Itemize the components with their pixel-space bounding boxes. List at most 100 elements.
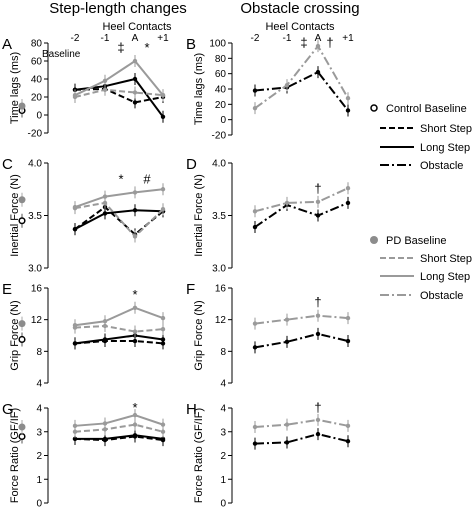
data-point (132, 90, 138, 95)
y-tick-label: 4 (36, 404, 42, 415)
y-tick-label: 80 (31, 39, 43, 50)
significance-marker: # (143, 171, 151, 186)
data-point (345, 423, 351, 429)
y-axis-label: Time lags (ms) (9, 52, 21, 124)
data-point (72, 436, 78, 442)
data-point (315, 313, 321, 318)
panel-letter: E (2, 281, 12, 298)
y-tick-label: 8 (36, 347, 42, 358)
y-tick-label: 3 (36, 427, 42, 438)
y-tick-label: 3 (220, 427, 226, 438)
data-point (345, 96, 351, 101)
y-tick-label: 40 (31, 75, 43, 86)
data-point (284, 82, 290, 88)
significance-marker: † (314, 181, 321, 196)
data-point (345, 338, 351, 344)
data-point (284, 422, 290, 427)
data-point (252, 105, 258, 111)
legend-label: Short Step (420, 123, 472, 135)
y-tick-label: 0 (36, 499, 42, 510)
data-point (102, 337, 108, 342)
data-point (345, 439, 351, 444)
data-point (160, 93, 166, 98)
y-tick-label: 4.0 (212, 159, 226, 170)
y-tick-label: 4.0 (28, 159, 42, 170)
data-point (160, 315, 166, 321)
data-point (345, 186, 351, 191)
data-point (315, 213, 321, 218)
series-line (254, 70, 349, 112)
y-tick-label: 20 (31, 93, 43, 104)
y-axis-label: Force Ratio (GF/IF) (9, 408, 21, 503)
panel-a: A -20 0 20 40 60 80 Time lags (ms) -2 -1 A +1 Baseli… (2, 33, 169, 140)
data-point (132, 433, 138, 438)
data-point (132, 412, 138, 418)
y-axis-label: Grip Force (N) (193, 300, 205, 370)
data-point (132, 190, 138, 195)
significance-marker: ‡ (117, 40, 124, 55)
data-point (72, 323, 78, 328)
data-point (315, 431, 321, 437)
panel-letter: G (2, 401, 14, 418)
panel-letter: H (186, 401, 197, 418)
y-tick-label: 100 (209, 39, 226, 50)
x-tick-label: A (315, 33, 322, 44)
baseline-point (18, 320, 26, 328)
data-point (102, 87, 108, 93)
y-tick-label: 20 (215, 100, 227, 111)
series-line (254, 44, 349, 109)
significance-marker: * (132, 287, 137, 302)
series-line (74, 340, 164, 345)
data-point (345, 315, 351, 321)
data-point (132, 76, 138, 82)
data-point (284, 339, 290, 345)
y-tick-label: 60 (215, 69, 227, 80)
significance-marker: * (132, 400, 137, 415)
legend-marker (370, 236, 378, 244)
y-tick-label: 60 (31, 57, 43, 68)
data-point (132, 58, 138, 64)
y-axis-label: Inertial Force (N) (9, 174, 21, 257)
data-point (252, 441, 258, 446)
y-tick-label: 4 (36, 379, 42, 390)
series-line (254, 418, 349, 428)
series-line (74, 423, 164, 433)
data-point (252, 321, 258, 326)
y-tick-label: 16 (31, 284, 43, 295)
data-point (315, 43, 321, 49)
series-line (74, 188, 164, 209)
y-tick-label: 1 (36, 475, 42, 486)
data-point (132, 100, 138, 105)
y-tick-label: 12 (215, 315, 227, 326)
baseline-point (18, 196, 26, 204)
data-point (315, 199, 321, 205)
series-line (74, 59, 164, 97)
x-tick-label: +1 (342, 33, 354, 44)
y-tick-label: 12 (31, 315, 43, 326)
significance-marker: † (326, 35, 333, 50)
data-point (102, 319, 108, 324)
data-point (72, 93, 78, 98)
data-point (102, 436, 108, 442)
panel-e: E 4 8 12 16 Grip Force (N) * (2, 281, 166, 390)
series-line (75, 434, 164, 440)
data-point (160, 429, 166, 434)
y-axis-label: Force Ratio (GF/IF) (193, 408, 205, 503)
data-point (102, 421, 108, 426)
data-point (160, 114, 166, 120)
data-point (160, 187, 166, 192)
data-point (160, 422, 166, 427)
y-tick-label: 0 (36, 111, 42, 122)
baseline-label: Baseline (42, 49, 81, 60)
baseline-point (18, 217, 26, 225)
heel-contacts-label-right: Heel Contacts (265, 21, 335, 33)
y-axis-label: Time lags (ms) (193, 53, 205, 125)
baseline-point (18, 423, 26, 431)
series-line (254, 201, 349, 228)
panel-h: H 0 1 2 3 4 Force Ratio (GF/IF) † (186, 400, 351, 510)
legend-label: Long Step (420, 142, 470, 154)
data-point (132, 208, 138, 213)
series-line (74, 201, 164, 238)
